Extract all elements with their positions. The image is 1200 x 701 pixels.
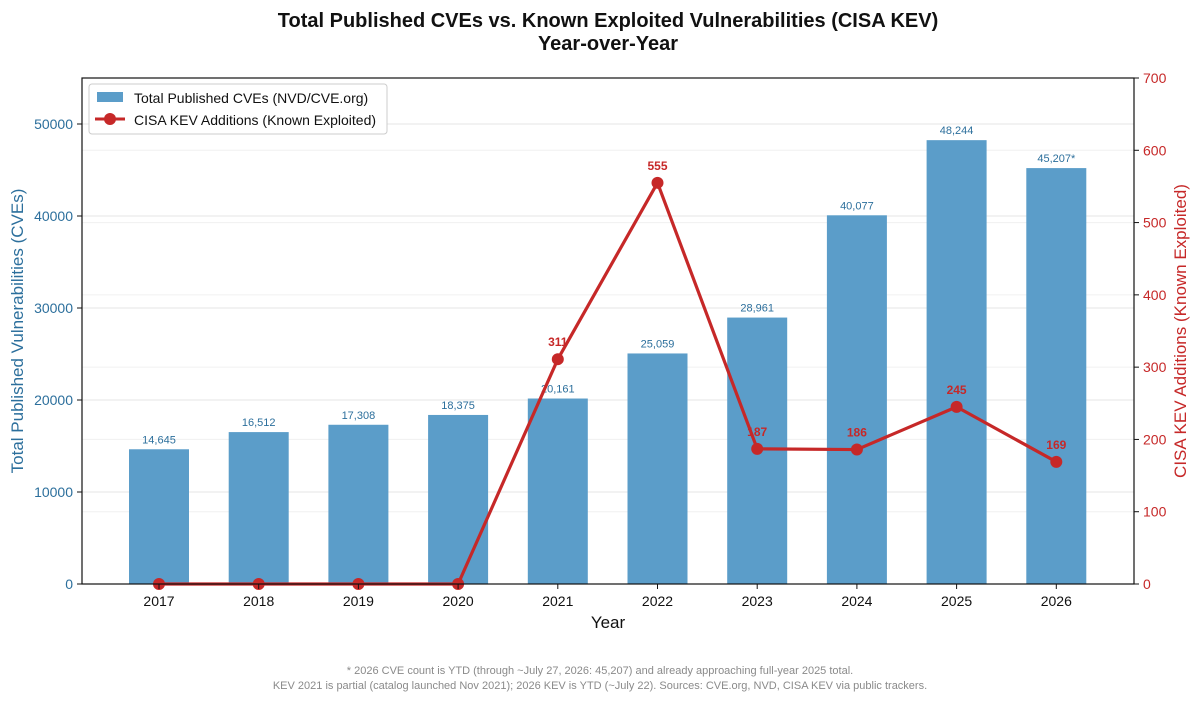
cve-bar-2017 xyxy=(129,449,189,584)
cve-bar-label-2026: 45,207* xyxy=(1037,153,1076,165)
right-tick-label-300: 300 xyxy=(1143,359,1167,375)
cve-bar-label-2018: 16,512 xyxy=(242,417,276,429)
x-tick-label-2025: 2025 xyxy=(941,593,972,609)
kev-label-2024: 186 xyxy=(847,426,867,440)
x-axis-label: Year xyxy=(591,613,626,632)
cve-bar-2020 xyxy=(428,414,489,584)
kev-point-labels: 311 555 187 186 245 169 xyxy=(548,159,1067,452)
cve-bar-label-2022: 25,059 xyxy=(641,338,675,350)
legend: Total Published CVEs (NVD/CVE.org) CISA … xyxy=(88,83,388,135)
footnote-line-2: KEV 2021 is partial (catalog launched No… xyxy=(273,680,927,692)
chart-subtitle: Year-over-Year xyxy=(538,33,678,55)
kev-line xyxy=(159,181,1058,586)
x-tick-label-2023: 2023 xyxy=(742,593,773,609)
legend-box xyxy=(88,83,388,135)
x-axis-ticks: 2017 2018 2019 2020 2021 2022 2023 2024 2025 2026 xyxy=(143,584,1072,609)
x-tick-label-2017: 2017 xyxy=(143,593,174,609)
cve-bar-2025 xyxy=(926,140,987,584)
right-tick-label-500: 500 xyxy=(1143,215,1167,231)
right-tick-label-700: 700 xyxy=(1143,70,1167,86)
kev-point-2024 xyxy=(850,443,863,456)
right-tick-label-100: 100 xyxy=(1143,504,1167,520)
kev-point-2021 xyxy=(551,353,564,366)
cve-bar-label-2019: 17,308 xyxy=(342,410,376,422)
legend-bar-swatch xyxy=(97,92,123,102)
x-tick-label-2021: 2021 xyxy=(542,593,573,609)
kev-point-2023 xyxy=(751,442,764,455)
cve-bar-2021 xyxy=(527,398,588,584)
x-tick-label-2019: 2019 xyxy=(343,593,374,609)
left-tick-label-40000: 40000 xyxy=(34,208,73,224)
kev-line-series xyxy=(153,176,1063,590)
cve-bar-2026 xyxy=(1026,168,1087,585)
left-tick-label-30000: 30000 xyxy=(34,300,73,316)
right-axis-ticks: 0 100 200 300 400 500 600 700 xyxy=(1134,70,1167,592)
cve-bar-label-2021: 20,161 xyxy=(541,384,575,396)
cve-bar-label-2017: 14,645 xyxy=(142,434,176,446)
x-tick-label-2022: 2022 xyxy=(642,593,673,609)
cve-bar-label-2023: 28,961 xyxy=(740,303,774,315)
legend-kev-label: CISA KEV Additions (Known Exploited) xyxy=(134,112,376,128)
plot-frame xyxy=(81,77,1135,585)
cve-bar-labels: 14,645 16,512 17,308 18,375 20,161 25,059 28,9… xyxy=(142,125,1076,446)
x-tick-label-2026: 2026 xyxy=(1041,593,1072,609)
kev-point-2022 xyxy=(651,176,664,189)
kev-label-2025: 245 xyxy=(947,383,967,397)
right-tick-label-600: 600 xyxy=(1143,142,1167,158)
left-axis-label: Total Published Vulnerabilities (CVEs) xyxy=(8,189,27,474)
kev-label-2023: 187 xyxy=(747,425,767,439)
x-tick-label-2024: 2024 xyxy=(841,593,872,609)
cve-bar-label-2024: 40,077 xyxy=(840,200,874,212)
cve-bar-label-2020: 18,375 xyxy=(441,400,475,412)
right-tick-label-400: 400 xyxy=(1143,287,1167,303)
x-tick-label-2018: 2018 xyxy=(243,593,274,609)
right-axis-label: CISA KEV Additions (Known Exploited) xyxy=(1171,184,1190,478)
cve-bar-2018 xyxy=(228,432,289,584)
left-tick-label-50000: 50000 xyxy=(34,116,73,132)
cve-bar-2022 xyxy=(627,353,688,584)
kev-label-2022: 555 xyxy=(647,159,667,173)
x-tick-label-2020: 2020 xyxy=(443,593,474,609)
cve-bar-label-2025: 48,244 xyxy=(940,125,974,137)
kev-point-2025 xyxy=(950,400,963,413)
kev-point-2026 xyxy=(1050,455,1063,468)
legend-cve-label: Total Published CVEs (NVD/CVE.org) xyxy=(134,90,368,106)
left-tick-label-20000: 20000 xyxy=(34,392,73,408)
kev-label-2026: 169 xyxy=(1046,438,1066,452)
chart-title: Total Published CVEs vs. Known Exploited… xyxy=(278,10,938,32)
cve-bar-2019 xyxy=(328,424,389,584)
left-tick-label-0: 0 xyxy=(65,576,73,592)
left-axis-ticks: 0 10000 20000 30000 40000 50000 xyxy=(34,116,82,592)
kev-label-2021: 311 xyxy=(548,335,568,349)
cve-bars xyxy=(129,140,1087,585)
footnote-line-1: * 2026 CVE count is YTD (through ~July 2… xyxy=(347,665,853,677)
legend-line-marker xyxy=(104,113,116,125)
right-tick-label-200: 200 xyxy=(1143,431,1167,447)
cve-bar-2024 xyxy=(826,215,887,584)
right-tick-label-0: 0 xyxy=(1143,576,1151,592)
left-tick-label-10000: 10000 xyxy=(34,484,73,500)
